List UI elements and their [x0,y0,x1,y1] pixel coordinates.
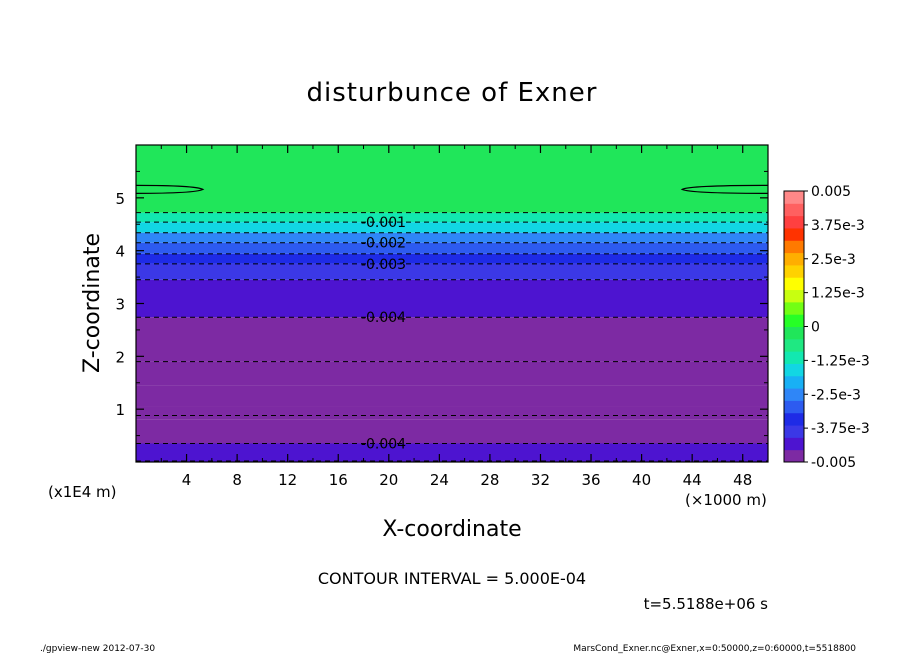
field-band [136,253,768,264]
x-axis-label: X-coordinate [382,517,521,542]
contour-lines [135,184,769,462]
colorbar-tick-label: 1.25e-3 [811,286,865,302]
y-tick-label: 5 [115,190,125,208]
colorbar-swatch [784,191,804,204]
field-band [136,443,768,462]
field-bands [136,145,768,462]
footer-right: MarsCond_Exner.nc@Exner,x=0:50000,z=0:60… [573,644,856,654]
colorbar-ticks: -0.005 -3.75e-3 -2.5e-3 -1.25e-3 0 1.25e-3 2.5… [804,184,870,471]
colorbar-swatch [784,277,804,291]
colorbar-swatch [784,449,804,463]
colorbar-swatch [784,437,804,451]
contour-label: -0.003 [361,257,406,273]
colorbar-swatch [784,326,804,340]
colorbar-swatch [784,252,804,266]
colorbar-swatch [784,363,804,377]
y-tick-label: 4 [115,243,125,261]
field-band [136,317,768,362]
contour-label: -0.004 [361,310,406,326]
colorbar-tick-label: -3.75e-3 [811,421,870,437]
y-tick-label: 1 [115,401,125,419]
contour-label: -0.002 [361,236,406,252]
contour-label: -0.004 [361,437,406,453]
x-tick-label: 36 [581,471,600,489]
field-band [136,406,768,420]
x-tick-label: 24 [430,471,449,489]
colorbar-tick-label: 0.005 [811,184,851,200]
colorbar-tick-label: -0.005 [811,455,856,471]
colorbar-tick-label: -2.5e-3 [811,387,861,403]
x-axis: 4 8 12 16 20 24 28 32 36 40 44 48 [160,145,752,489]
field-band [136,242,768,254]
colorbar-swatch [784,215,804,229]
colorbar-swatch [784,400,804,414]
colorbar-swatch [784,264,804,278]
time-text: t=5.5188e+06 s [644,595,769,613]
colorbar-swatch [784,240,804,254]
field-band [136,232,768,243]
y-axis-label: Z-coordinate [80,233,105,373]
x-tick-label: 8 [232,471,242,489]
x-tick-label: 44 [683,471,702,489]
colorbar-swatch [784,289,804,303]
x-tick-label: 28 [480,471,499,489]
field-band [136,279,768,318]
field-band [136,361,768,386]
colorbar-swatch [784,314,804,327]
y-unit-label: (x1E4 m) [48,483,117,501]
contour-label: -0.001 [361,215,406,231]
colorbar-tick-label: 3.75e-3 [811,218,865,234]
colorbar-swatch [784,388,804,401]
x-tick-label: 40 [632,471,651,489]
field-band [136,263,768,280]
colorbar-tick-label: 0 [811,320,820,336]
x-tick-label: 12 [278,471,297,489]
colorbar-swatch [784,412,804,426]
x-tick-label: 16 [329,471,348,489]
field-band [136,212,768,223]
field-band [136,222,768,233]
colorbar-swatch [784,301,804,315]
colorbar-swatch [784,227,804,241]
solid-contour [680,184,769,194]
colorbar-swatch [784,351,804,364]
colorbar-swatch [784,425,804,438]
contour-interval-text: CONTOUR INTERVAL = 5.000E-04 [318,569,586,588]
colorbar [784,191,804,463]
field-band [136,145,768,213]
solid-contour [135,184,205,194]
x-tick-label: 4 [182,471,192,489]
colorbar-tick-label: -1.25e-3 [811,353,870,369]
colorbar-swatch [784,203,804,217]
y-tick-label: 3 [115,296,125,314]
footer-left: ./gpview-new 2012-07-30 [40,644,155,654]
colorbar-tick-label: 2.5e-3 [811,252,856,268]
x-tick-label: 32 [531,471,550,489]
x-tick-label: 48 [733,471,752,489]
x-tick-label: 20 [379,471,398,489]
field-band [136,419,768,444]
y-tick-label: 2 [115,348,125,366]
y-axis: 1 2 3 4 5 [115,170,768,437]
chart-title: disturbunce of Exner [307,78,598,108]
colorbar-swatch [784,375,804,389]
x-unit-label: (×1000 m) [685,491,767,509]
colorbar-swatch [784,338,804,352]
contour-labels: -0.001 -0.002 -0.003 -0.004 -0.004 [361,215,406,452]
field-band [136,385,768,407]
